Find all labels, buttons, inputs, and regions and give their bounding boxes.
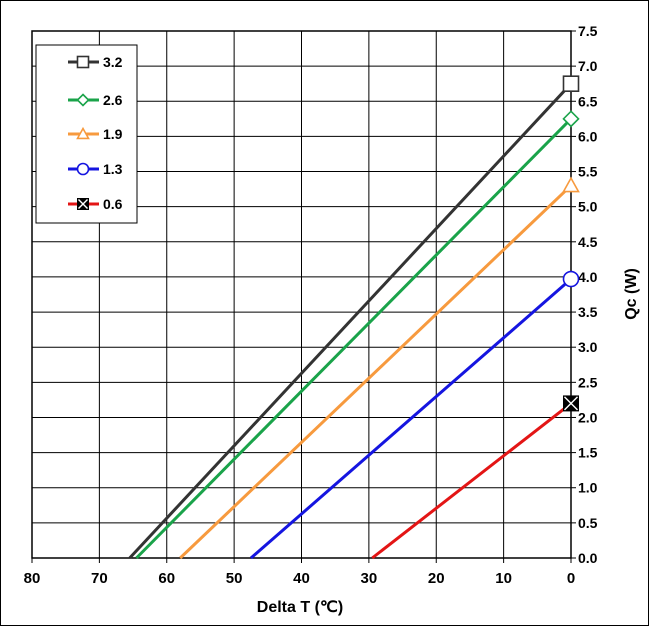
legend-label: 1.3 (103, 161, 123, 177)
x-axis-title: Delta T (℃) (257, 599, 343, 616)
y-tick-label: 2.0 (578, 409, 598, 425)
x-tick-label: 40 (293, 570, 310, 587)
y-axis-title: Qc (W) (623, 268, 640, 320)
legend-marker-3.2 (76, 55, 90, 69)
y-tick-label: 3.0 (578, 339, 598, 355)
x-tick-label: 50 (226, 570, 243, 587)
series-marker-1.9 (562, 176, 580, 193)
x-tick-label: 60 (158, 570, 175, 587)
legend-marker-0.6 (77, 198, 89, 210)
x-tick-label: 0 (567, 570, 575, 587)
series-marker-1.3 (562, 270, 580, 288)
series-line-1.3 (249, 277, 572, 560)
marker-square-x-stroke (564, 396, 578, 411)
series-line-1.9 (179, 184, 573, 560)
y-tick-label: 7.0 (578, 58, 598, 74)
y-tick-label: 5.0 (578, 199, 598, 215)
series-line-0.6 (371, 402, 572, 560)
x-tick-label: 10 (495, 570, 512, 587)
legend-label: 1.9 (103, 126, 123, 142)
series-line-3.2 (128, 82, 573, 560)
legend-label: 3.2 (103, 54, 123, 70)
y-tick-label: 7.5 (578, 23, 598, 39)
legend: 3.2 2.6 1.9 1.3 0.6 (35, 44, 138, 224)
y-axis-ticks: 0.0 0.5 1.0 1.5 2.0 2.5 3.0 3.5 4.0 4.5 5.0 5.5 6.0 6… (571, 23, 598, 566)
y-tick-label: 5.5 (578, 164, 598, 180)
y-tick-label: 4.0 (578, 269, 598, 285)
legend-label: 2.6 (103, 92, 123, 108)
y-tick-label: 3.5 (578, 304, 598, 320)
y-tick-label: 1.5 (578, 445, 598, 461)
x-tick-label: 20 (428, 570, 445, 587)
y-tick-label: 6.0 (578, 128, 598, 144)
y-tick-label: 1.0 (578, 480, 598, 496)
y-tick-label: 0.0 (578, 550, 598, 566)
x-tick-label: 70 (91, 570, 108, 587)
y-tick-label: 0.5 (578, 515, 598, 531)
series-marker-0.6 (563, 395, 579, 412)
series-marker-3.2 (562, 75, 580, 92)
y-tick-label: 4.5 (578, 234, 598, 250)
x-tick-label: 80 (24, 570, 41, 587)
series-line-2.6 (135, 117, 573, 560)
series-marker-2.6 (562, 110, 580, 128)
marker-square-x-stroke (78, 199, 88, 209)
legend-marker-2.6 (76, 93, 90, 107)
y-tick-label: 2.5 (578, 374, 598, 390)
y-tick-label: 6.5 (578, 93, 598, 109)
series-lines (128, 82, 573, 560)
legend-label: 0.6 (103, 196, 123, 212)
x-axis-ticks: 80 70 60 50 40 30 20 10 0 (24, 558, 575, 587)
legend-marker-1.9 (76, 126, 90, 140)
legend-marker-1.3 (76, 162, 90, 176)
series-markers (562, 75, 580, 412)
x-tick-label: 30 (361, 570, 378, 587)
